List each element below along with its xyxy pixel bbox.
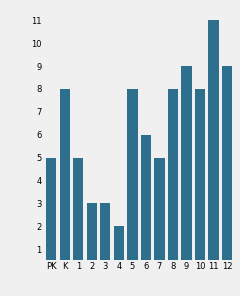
Bar: [141, 135, 151, 272]
Bar: [195, 89, 205, 272]
Bar: [87, 203, 97, 272]
Bar: [100, 203, 110, 272]
Bar: [181, 66, 192, 272]
Bar: [60, 89, 70, 272]
Bar: [114, 226, 124, 272]
Bar: [209, 20, 219, 272]
Bar: [168, 89, 178, 272]
Bar: [222, 66, 232, 272]
Bar: [46, 157, 56, 272]
Bar: [73, 157, 84, 272]
Bar: [154, 157, 165, 272]
Bar: [127, 89, 138, 272]
